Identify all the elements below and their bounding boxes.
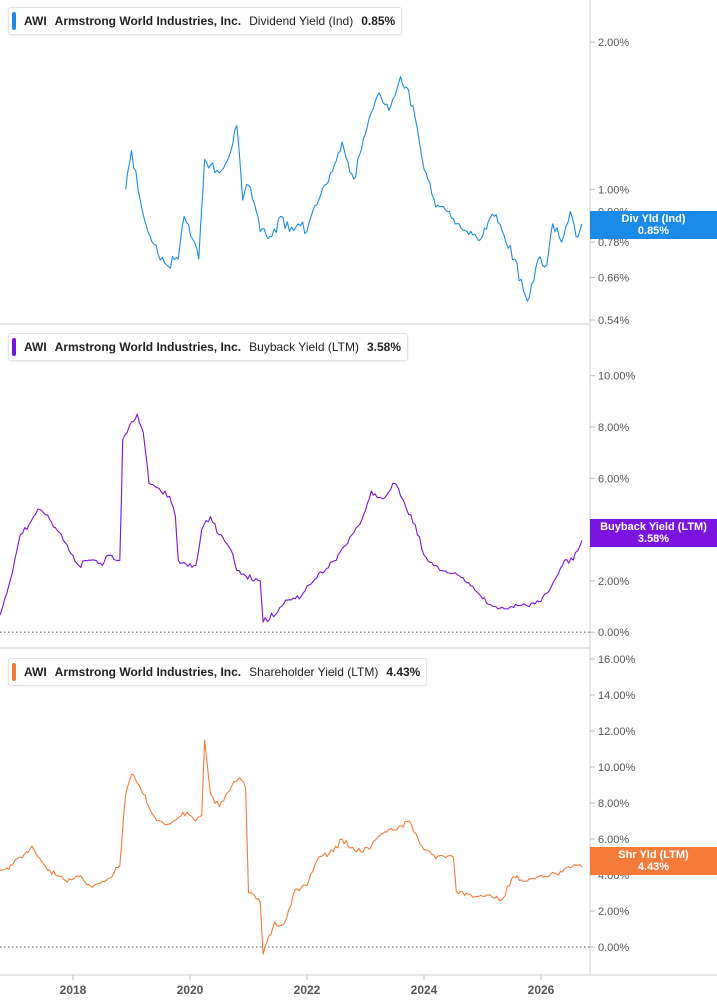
current-value-tag-buyback: Buyback Yield (LTM) 3.58% (590, 519, 717, 547)
x-tick-label: 2018 (60, 983, 87, 997)
series-color-swatch (12, 12, 16, 30)
legend-ticker: AWI (24, 340, 47, 354)
tag-value: 3.58% (637, 533, 670, 545)
y-tick-label: 10.00% (598, 371, 636, 383)
x-tick-label: 2020 (177, 983, 204, 997)
y-tick-label: 10.00% (598, 762, 636, 774)
y-tick-label: 0.66% (598, 272, 629, 284)
x-tick-label: 2024 (411, 983, 438, 997)
legend-company: Armstrong World Industries, Inc. (54, 665, 242, 679)
y-tick-label: 8.00% (598, 422, 629, 434)
tag-label: Div Yld (Ind) (621, 213, 686, 225)
y-tick-label: 2.00% (598, 37, 629, 49)
x-tick-label: 2022 (294, 983, 321, 997)
current-value-tag-shareholder: Shr Yld (LTM) 4.43% (590, 847, 717, 875)
y-tick-label: 0.00% (598, 627, 629, 639)
series-color-swatch (12, 338, 16, 356)
legend-company: Armstrong World Industries, Inc. (54, 340, 242, 354)
legend-value: 4.43% (386, 665, 421, 679)
y-tick-label: 6.00% (598, 473, 629, 485)
y-tick-label: 0.00% (598, 942, 629, 954)
y-tick-label: 1.00% (598, 184, 629, 196)
legend-dividend-yield: AWI Armstrong World Industries, Inc. Div… (8, 7, 403, 35)
y-tick-label: 0.54% (598, 315, 629, 327)
tag-value: 4.43% (637, 861, 670, 873)
y-tick-label: 14.00% (598, 690, 636, 702)
series-line (0, 413, 583, 623)
legend-ticker: AWI (24, 665, 47, 679)
current-value-tag-dividend: Div Yld (Ind) 0.85% (590, 211, 717, 239)
legend-company: Armstrong World Industries, Inc. (54, 14, 242, 28)
legend-value: 0.85% (361, 14, 396, 28)
y-tick-label: 12.00% (598, 726, 636, 738)
tag-value: 0.85% (637, 225, 670, 237)
legend-shareholder-yield: AWI Armstrong World Industries, Inc. Sha… (8, 658, 428, 686)
y-tick-label: 2.00% (598, 906, 629, 918)
legend-metric: Shareholder Yield (LTM) (249, 665, 379, 679)
legend-ticker: AWI (24, 14, 47, 28)
legend-metric: Buyback Yield (LTM) (249, 340, 359, 354)
y-tick-label: 8.00% (598, 798, 629, 810)
series-line (125, 76, 583, 302)
legend-value: 3.58% (366, 340, 401, 354)
tag-label: Buyback Yield (LTM) (600, 521, 707, 533)
series-line (0, 739, 583, 955)
y-tick-label: 0.78% (598, 237, 629, 249)
tag-label: Shr Yld (LTM) (618, 849, 689, 861)
legend-buyback-yield: AWI Armstrong World Industries, Inc. Buy… (8, 333, 408, 361)
y-tick-label: 6.00% (598, 834, 629, 846)
legend-metric: Dividend Yield (Ind) (249, 14, 354, 28)
x-tick-label: 2026 (528, 983, 555, 997)
y-tick-label: 16.00% (598, 654, 636, 666)
series-color-swatch (12, 663, 16, 681)
y-tick-label: 2.00% (598, 576, 629, 588)
